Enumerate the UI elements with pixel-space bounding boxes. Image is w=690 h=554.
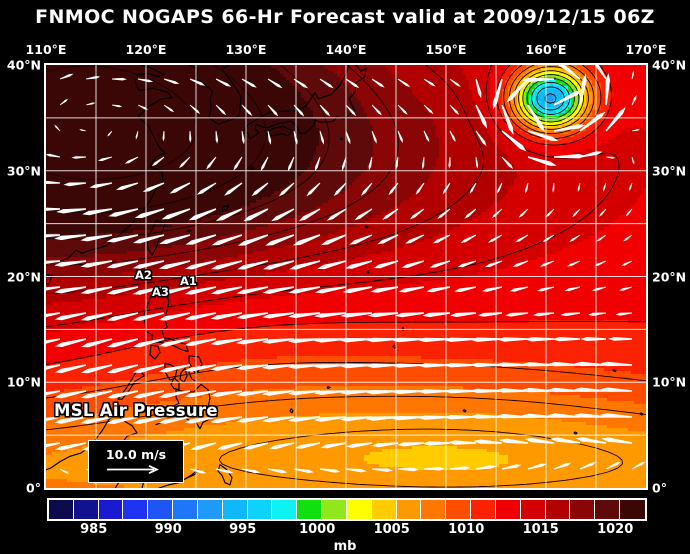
map-annotation-a1: A1 xyxy=(180,274,197,288)
colorbar-swatch-15 xyxy=(421,500,446,519)
colorbar-swatch-10 xyxy=(297,500,322,519)
colorbar-swatch-16 xyxy=(446,500,471,519)
colorbar-tick-995: 995 xyxy=(229,522,256,537)
colorbar-swatch-1 xyxy=(74,500,99,519)
lon-tick-top-130: 130°E xyxy=(226,42,267,57)
colorbar-swatch-13 xyxy=(372,500,397,519)
wind-scale-value: 10.0 m/s xyxy=(89,447,183,462)
colorbar-swatch-18 xyxy=(496,500,521,519)
lat-tick-right-10: 10°N xyxy=(652,375,686,390)
colorbar-swatch-23 xyxy=(620,500,645,519)
lon-tick-top-110: 110°E xyxy=(26,42,67,57)
wind-scale-arrow-icon xyxy=(105,464,167,475)
forecast-map-page: FNMOC NOGAPS 66-Hr Forecast valid at 200… xyxy=(0,0,690,552)
page-title: FNMOC NOGAPS 66-Hr Forecast valid at 200… xyxy=(0,6,690,28)
lat-tick-right-40: 40°N xyxy=(652,58,686,73)
colorbar-swatch-20 xyxy=(546,500,571,519)
colorbar-swatch-2 xyxy=(99,500,124,519)
map-annotation-a3: A3 xyxy=(152,285,169,299)
colorbar-swatch-7 xyxy=(223,500,248,519)
colorbar-tick-1020: 1020 xyxy=(597,522,633,537)
colorbar-swatch-6 xyxy=(198,500,223,519)
pressure-colorbar[interactable] xyxy=(47,498,647,521)
colorbar-swatch-19 xyxy=(521,500,546,519)
colorbar-tick-1005: 1005 xyxy=(374,522,410,537)
colorbar-swatch-8 xyxy=(248,500,273,519)
colorbar-tick-1010: 1010 xyxy=(448,522,484,537)
colorbar-swatch-11 xyxy=(322,500,347,519)
colorbar-swatch-14 xyxy=(397,500,422,519)
lat-tick-left-40: 40°N xyxy=(7,58,41,73)
colorbar-swatch-0 xyxy=(49,500,74,519)
lon-tick-top-170: 170°E xyxy=(626,42,667,57)
colorbar-swatch-9 xyxy=(272,500,297,519)
lon-tick-top-140: 140°E xyxy=(326,42,367,57)
lon-tick-top-150: 150°E xyxy=(426,42,467,57)
colorbar-swatch-22 xyxy=(595,500,620,519)
colorbar-tick-990: 990 xyxy=(155,522,182,537)
colorbar-swatch-12 xyxy=(347,500,372,519)
map-annotation-a2: A2 xyxy=(135,268,152,282)
lat-tick-right-20: 20°N xyxy=(652,269,686,284)
lat-tick-right-30: 30°N xyxy=(652,163,686,178)
msl-air-pressure-label: MSL Air Pressure xyxy=(54,401,218,420)
colorbar-swatch-4 xyxy=(148,500,173,519)
lon-tick-top-160: 160°E xyxy=(526,42,567,57)
lat-tick-left-0: 0° xyxy=(26,481,41,496)
colorbar-tick-1015: 1015 xyxy=(523,522,559,537)
colorbar-swatch-3 xyxy=(123,500,148,519)
lon-tick-top-120: 120°E xyxy=(126,42,167,57)
lat-tick-left-20: 20°N xyxy=(7,269,41,284)
colorbar-tick-985: 985 xyxy=(80,522,107,537)
lat-tick-right-0: 0° xyxy=(652,481,667,496)
colorbar-swatch-17 xyxy=(471,500,496,519)
colorbar-swatch-21 xyxy=(570,500,595,519)
colorbar-tick-1000: 1000 xyxy=(299,522,335,537)
lat-tick-left-10: 10°N xyxy=(7,375,41,390)
lat-tick-left-30: 30°N xyxy=(7,163,41,178)
wind-scale-legend: 10.0 m/s xyxy=(88,440,184,483)
colorbar-swatch-5 xyxy=(173,500,198,519)
